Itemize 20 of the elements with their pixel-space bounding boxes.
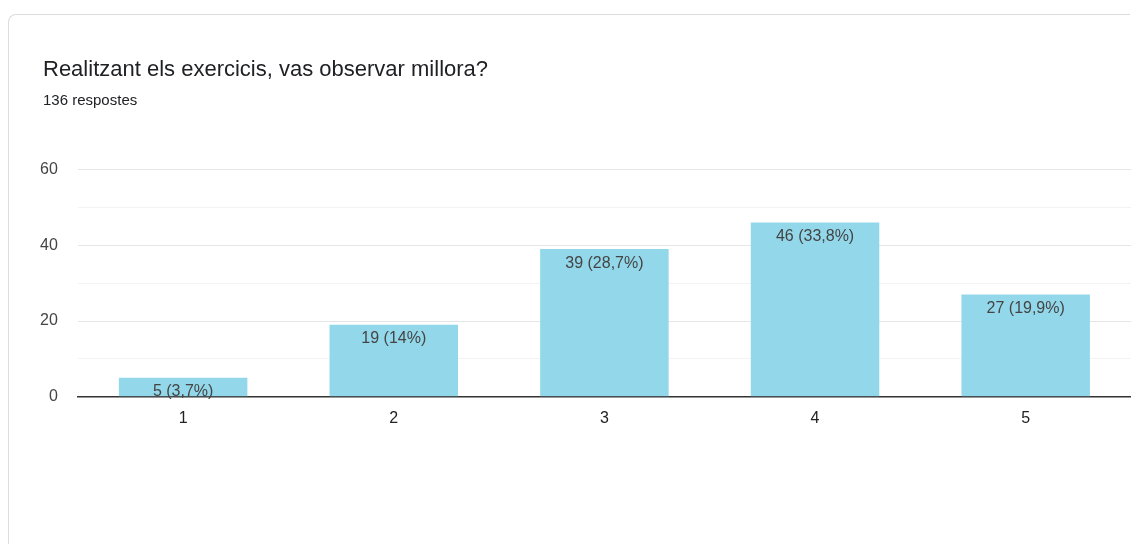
bar: [329, 324, 458, 397]
y-tick-label: 0: [48, 387, 58, 405]
bar: [750, 222, 880, 397]
x-tick-label: 5: [1021, 408, 1031, 426]
x-tick-label: 1: [178, 408, 188, 426]
data-label: 27 (19,9%): [986, 298, 1065, 316]
data-label: 39 (28,7%): [565, 253, 644, 271]
chart-subtitle: 136 respostes: [43, 91, 138, 108]
y-tick-label: 20: [40, 311, 58, 329]
x-tick-label: 2: [389, 408, 399, 426]
y-tick-label: 60: [40, 160, 58, 178]
y-tick-label: 40: [40, 235, 58, 253]
bar: [961, 294, 1090, 397]
x-tick-label: 4: [810, 408, 820, 426]
data-label: 46 (33,8%): [775, 227, 855, 245]
data-label: 5 (3,7%): [152, 382, 214, 400]
x-tick-label: 3: [599, 408, 609, 426]
bar: [540, 249, 669, 397]
chart-title: Realitzant els exercicis, vas observar millora?: [43, 56, 489, 82]
data-label: 19 (14%): [361, 329, 427, 347]
